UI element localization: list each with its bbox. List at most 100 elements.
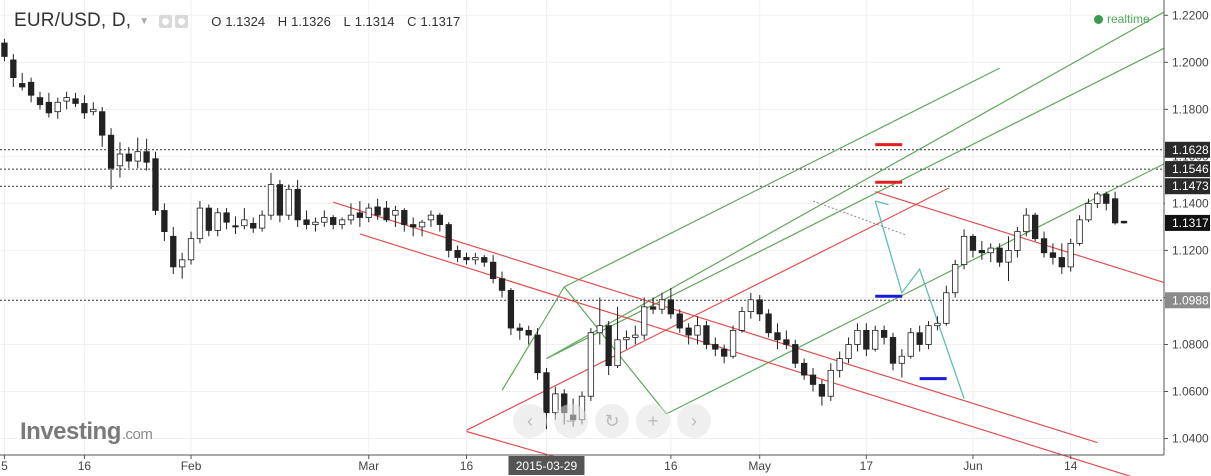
price-tag-label: 1.1473 <box>1172 179 1209 193</box>
candle-body <box>952 264 959 294</box>
candle-body <box>383 207 390 221</box>
price-tag-label: 1.0988 <box>1172 293 1209 307</box>
candle-body <box>596 325 603 334</box>
eye-icon[interactable] <box>159 14 173 28</box>
scroll-right-button[interactable]: › <box>677 404 711 438</box>
low-label: L <box>343 13 351 29</box>
candle-body <box>872 329 879 350</box>
candle-body <box>321 217 328 223</box>
candle-body <box>143 151 150 163</box>
candle-body <box>1111 198 1119 224</box>
candle-body <box>498 278 506 291</box>
candle-body <box>703 325 710 345</box>
symbol-title[interactable]: EUR/USD, D, <box>14 10 132 31</box>
candle-body <box>489 261 497 280</box>
candle-body <box>907 332 914 357</box>
candle-body <box>267 184 275 216</box>
x-tick-label: 16 <box>460 459 474 473</box>
candle-body <box>152 158 159 211</box>
candle-body <box>250 222 257 229</box>
price-tag-bg <box>1165 161 1210 178</box>
candle-body <box>427 214 435 221</box>
projection-start <box>875 200 889 206</box>
candle-body <box>800 362 808 376</box>
candle-body <box>792 344 799 364</box>
candle-body <box>72 98 79 104</box>
candle-body <box>641 306 648 336</box>
candle-body <box>1014 231 1021 251</box>
high-label: H <box>277 13 288 29</box>
last-price-tag-label: 1.1317 <box>1172 216 1209 230</box>
candle-body <box>1094 193 1101 204</box>
chevron-down-icon[interactable]: ▼ <box>139 15 150 27</box>
candle-body <box>338 219 346 225</box>
candle-body <box>685 327 692 336</box>
realtime-indicator: realtime <box>1094 12 1150 26</box>
candle-body <box>356 212 364 218</box>
x-tick-label: 17 <box>860 459 874 473</box>
last-price-tag-bg <box>1165 214 1210 231</box>
open-label: O <box>211 13 222 29</box>
candle-body <box>987 247 994 254</box>
candle-body <box>774 332 781 341</box>
candle-body <box>969 235 977 251</box>
candle-body <box>1032 214 1039 240</box>
candle-body <box>418 221 426 228</box>
y-tick-label: 1.0600 <box>1172 385 1209 399</box>
y-tick-partial-label: 1.1400 <box>1172 196 1209 210</box>
price-tag-bg <box>1165 141 1210 158</box>
candle-body <box>543 372 550 414</box>
candle-body <box>374 206 381 216</box>
candle-body <box>303 219 310 225</box>
candle-body <box>81 103 88 114</box>
investing-logo: Investing.com <box>20 418 153 446</box>
candle-body <box>392 210 399 216</box>
candle-body <box>1058 257 1065 268</box>
candle-body <box>1023 214 1030 233</box>
gear-icon[interactable] <box>175 14 189 28</box>
candle-body <box>1 42 8 57</box>
reset-button[interactable]: ↻ <box>595 404 629 438</box>
zoom-out-button[interactable]: − <box>554 404 588 438</box>
candle-body <box>161 210 168 233</box>
candle-body <box>889 337 897 364</box>
candle-body <box>996 247 1003 263</box>
pitchfork-green-top <box>546 6 1174 360</box>
candle-body <box>1120 220 1128 224</box>
candle-body <box>205 207 212 231</box>
candle-body <box>1085 202 1092 221</box>
x-tick-label: May <box>748 459 771 473</box>
candle-body <box>445 224 452 251</box>
candle-body <box>836 358 843 371</box>
candle-body <box>880 329 888 338</box>
candle-body <box>1005 250 1012 263</box>
x-hover-date-bg <box>508 456 585 475</box>
candle-body <box>960 235 968 265</box>
scroll-left-button[interactable]: ‹ <box>513 404 547 438</box>
candle-body <box>401 210 408 225</box>
candle-body <box>258 214 266 229</box>
candle-body <box>134 151 141 162</box>
x-hover-date-label: 2015-03-29 <box>516 459 578 473</box>
price-tag-label: 1.1546 <box>1172 162 1209 176</box>
candle-body <box>1040 238 1048 254</box>
candle-body <box>330 217 337 225</box>
y-tick-label: 1.2000 <box>1172 55 1209 69</box>
pitchfork-green-upper-upper <box>563 67 1000 288</box>
logo-suffix: .com <box>121 426 153 443</box>
zoom-in-button[interactable]: + <box>636 404 670 438</box>
candle-body <box>649 306 657 310</box>
realtime-label: realtime <box>1107 12 1150 26</box>
open-value: 1.1324 <box>225 13 266 29</box>
y-tick-label: 1.0400 <box>1172 432 1209 446</box>
x-tick-label: 5 <box>1 459 8 473</box>
candle-body <box>454 250 461 258</box>
y-axis-bg <box>1164 0 1211 476</box>
candle-body <box>170 235 177 268</box>
candle-body <box>658 299 666 310</box>
price-tag-bg <box>1165 292 1210 309</box>
candle-body <box>19 83 26 88</box>
